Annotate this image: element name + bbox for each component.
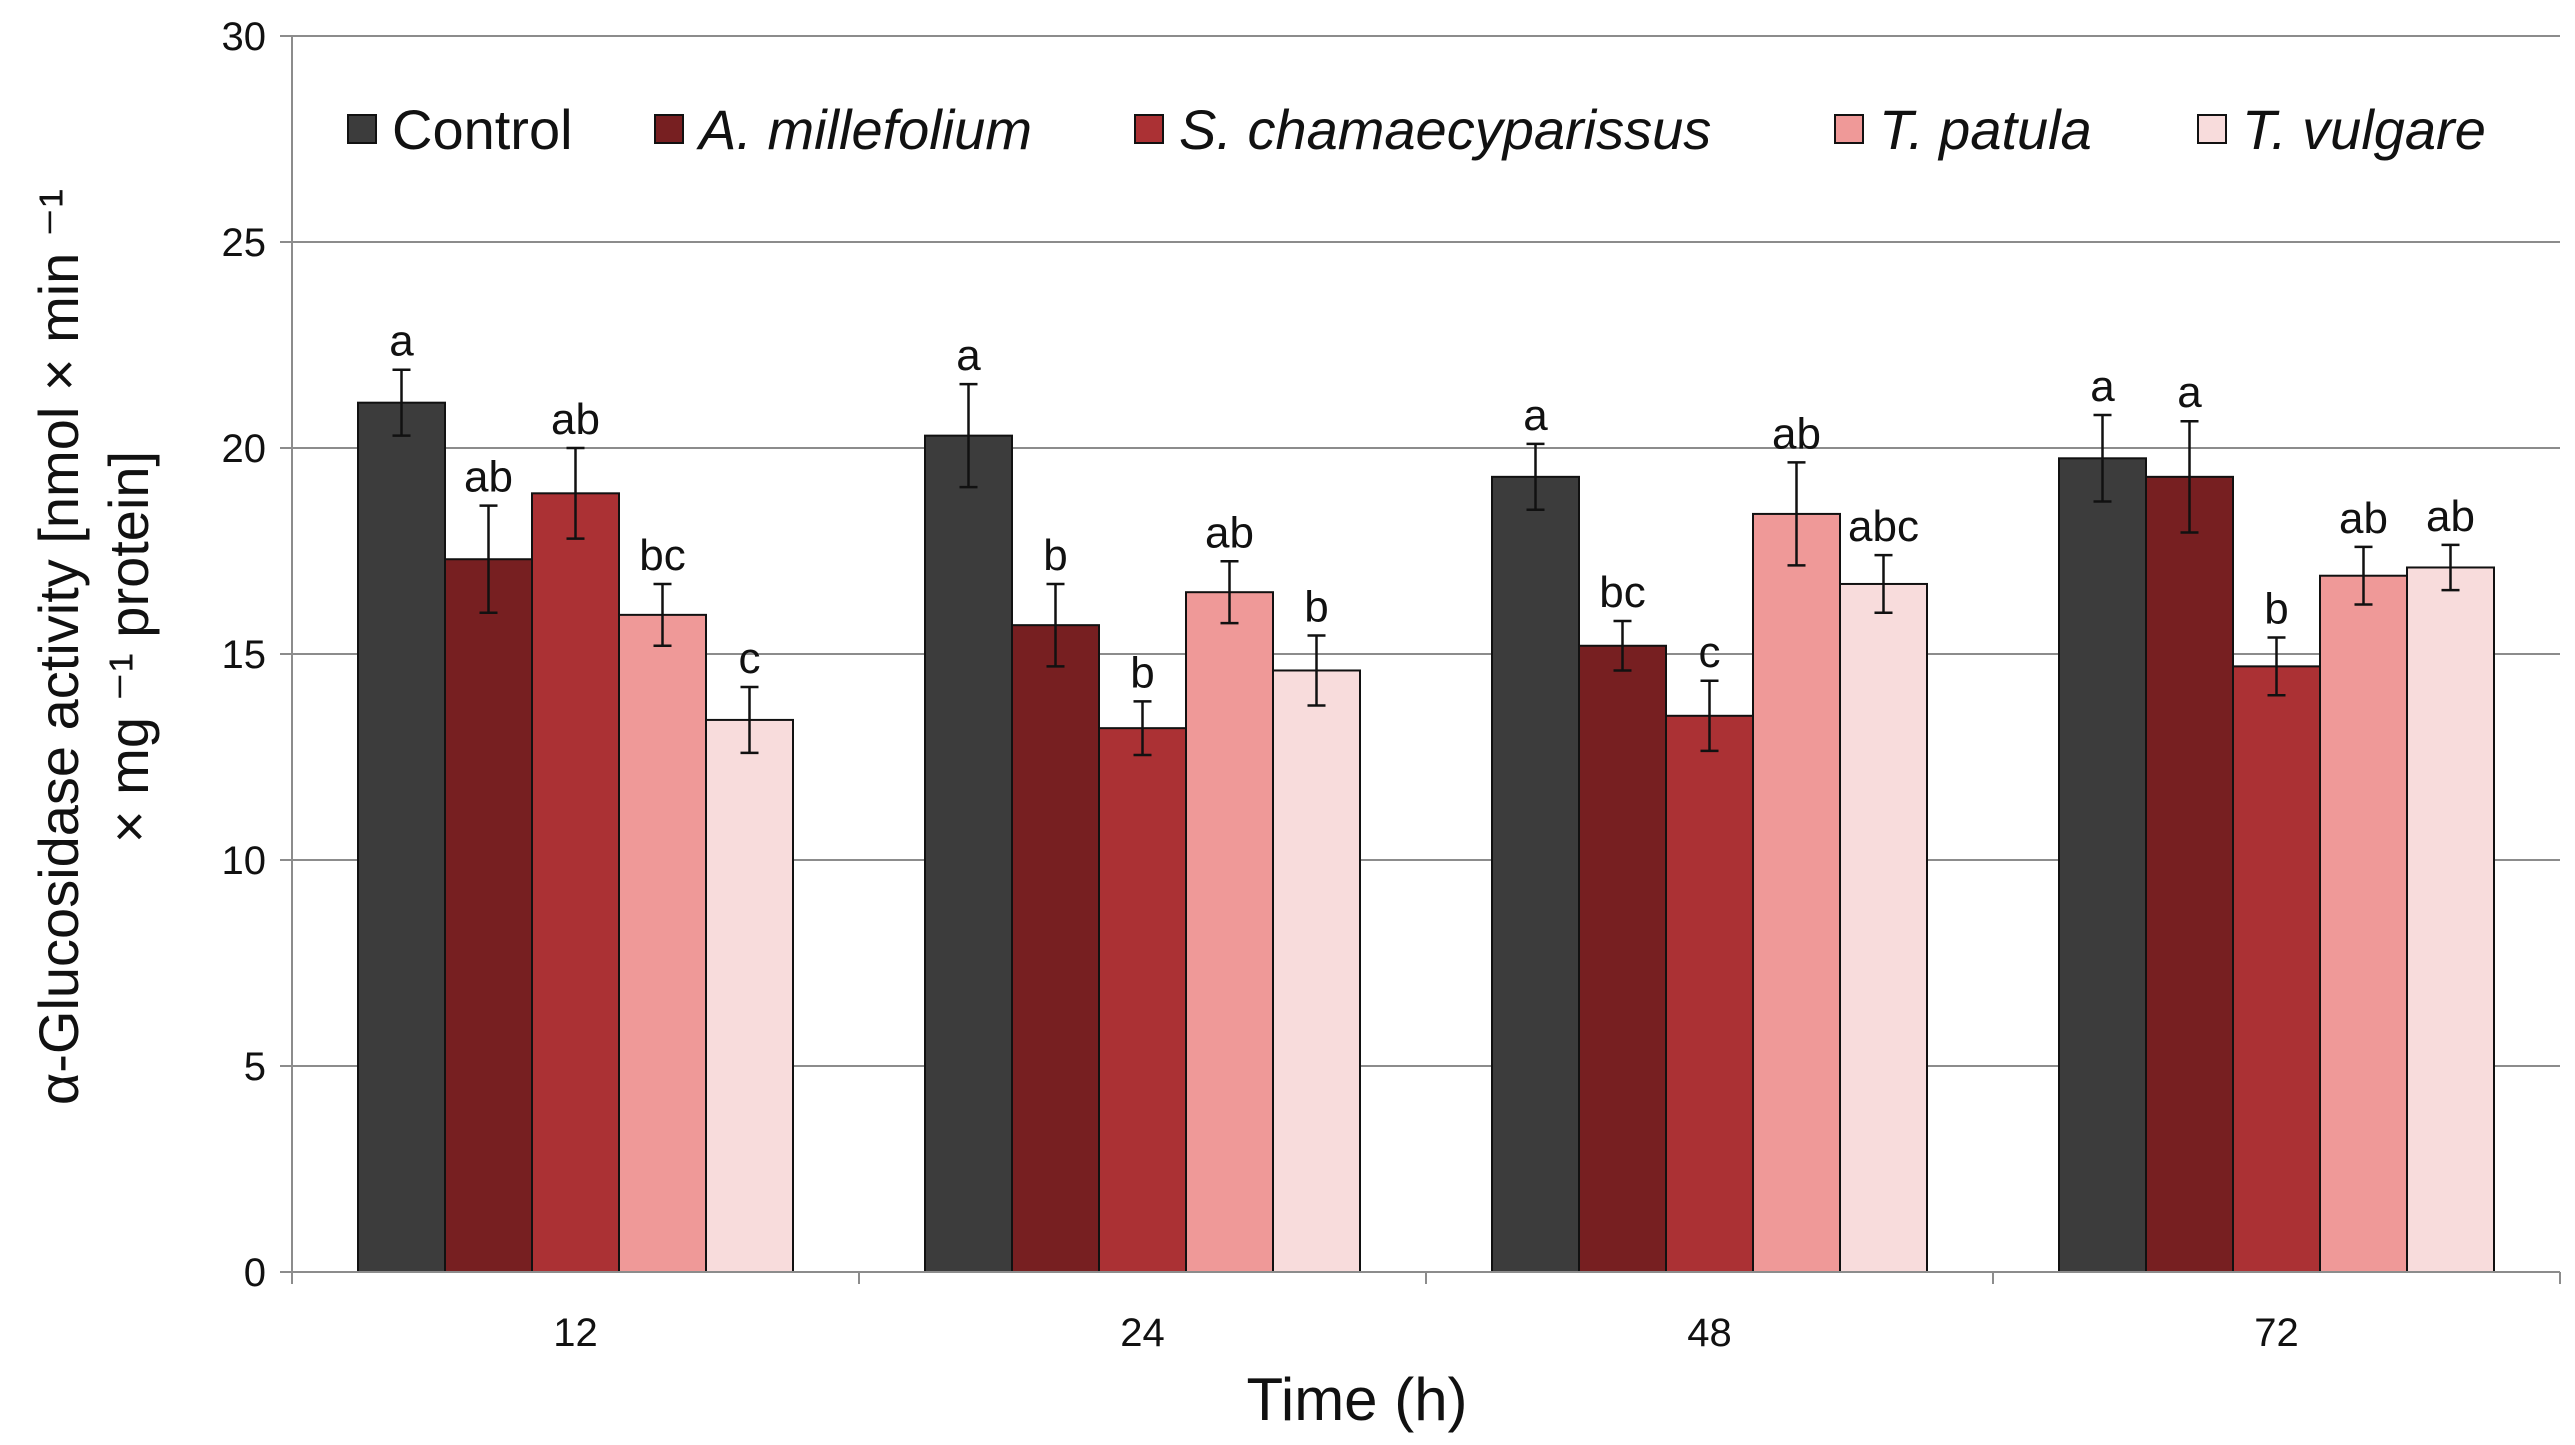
- legend-swatch-2: [1134, 114, 1164, 144]
- significance-label-3-0: bc: [639, 531, 685, 580]
- significance-label-1-0: ab: [464, 453, 513, 502]
- bar-a-millefolium-24: [1011, 624, 1100, 1273]
- bar-s-chamaecyparissus-48: [1665, 714, 1754, 1273]
- y-axis-title-line-2: × mg ⁻¹ protein]: [97, 451, 160, 843]
- bar-t-patula-72: [2319, 574, 2408, 1273]
- bar-control-12: [357, 401, 446, 1273]
- bar-t-vulgare-12: [705, 718, 794, 1273]
- x-axis-title: Time (h): [1246, 1366, 1467, 1433]
- y-tick-label-5: 5: [244, 1045, 266, 1089]
- bar-control-48: [1491, 475, 1580, 1273]
- significance-label-2-2: c: [1699, 628, 1721, 677]
- legend-label-0: Control: [392, 98, 573, 161]
- significance-label-1-2: bc: [1599, 568, 1645, 617]
- bars: [357, 368, 2495, 1273]
- bar-s-chamaecyparissus-24: [1098, 727, 1187, 1273]
- bar-t-patula-24: [1185, 591, 1274, 1273]
- labels: Time (h) α-Glucosidase activity [nmol × …: [27, 189, 2475, 1433]
- bar-t-vulgare-72: [2406, 566, 2495, 1273]
- legend-swatch-4: [2197, 114, 2227, 144]
- y-tick-label-20: 20: [222, 427, 267, 471]
- legend-swatch-0: [347, 114, 377, 144]
- y-tick-label-30: 30: [222, 15, 267, 59]
- significance-label-1-1: b: [1043, 531, 1067, 580]
- bar-t-patula-12: [618, 613, 707, 1273]
- significance-label-3-1: ab: [1205, 508, 1254, 557]
- y-axis-title-line-1: α-Glucosidase activity [nmol × min ⁻¹: [27, 189, 90, 1105]
- legend-swatch-3: [1834, 114, 1864, 144]
- bar-control-72: [2058, 457, 2147, 1273]
- significance-label-0-3: a: [2090, 362, 2115, 411]
- legend-label-1: A. millefolium: [696, 98, 1032, 161]
- significance-label-0-0: a: [389, 317, 414, 366]
- legend-swatch-1: [654, 114, 684, 144]
- y-tick-label-10: 10: [222, 839, 267, 883]
- legend: Control A. millefolium S. chamaecyparissus…: [347, 98, 2486, 161]
- bar-a-millefolium-12: [444, 558, 533, 1273]
- x-tick-label-12: 12: [553, 1311, 598, 1355]
- y-tick-label-25: 25: [222, 221, 267, 265]
- x-tick-label-48: 48: [1687, 1311, 1732, 1355]
- significance-label-2-1: b: [1130, 648, 1154, 697]
- bar-t-patula-48: [1752, 512, 1841, 1273]
- significance-label-1-3: a: [2177, 368, 2202, 417]
- significance-label-3-2: ab: [1772, 409, 1821, 458]
- y-tick-label-15: 15: [222, 633, 267, 677]
- significance-label-0-1: a: [956, 331, 981, 380]
- x-tick-label-24: 24: [1120, 1311, 1165, 1355]
- significance-label-4-3: ab: [2426, 492, 2475, 541]
- significance-label-2-3: b: [2264, 585, 2288, 634]
- x-tick-label-72: 72: [2254, 1311, 2299, 1355]
- legend-label-4: T. vulgare: [2242, 98, 2486, 161]
- y-tick-label-0: 0: [244, 1251, 266, 1295]
- bar-s-chamaecyparissus-72: [2232, 665, 2321, 1273]
- bar-s-chamaecyparissus-12: [531, 492, 620, 1273]
- legend-label-2: S. chamaecyparissus: [1179, 98, 1711, 161]
- legend-label-3: T. patula: [1879, 98, 2092, 161]
- significance-label-0-2: a: [1523, 391, 1548, 440]
- bar-control-24: [924, 434, 1013, 1273]
- bar-a-millefolium-48: [1578, 644, 1667, 1273]
- significance-label-2-0: ab: [551, 395, 600, 444]
- significance-label-4-2: abc: [1848, 502, 1919, 551]
- bar-t-vulgare-48: [1839, 582, 1928, 1273]
- axes: 0 5 10 15 20 25 30 12 24 48 72: [222, 15, 2561, 1355]
- significance-label-4-1: b: [1304, 582, 1328, 631]
- bar-a-millefolium-72: [2145, 475, 2234, 1273]
- significance-label-4-0: c: [739, 634, 761, 683]
- significance-label-3-3: ab: [2339, 494, 2388, 543]
- bar-t-vulgare-24: [1272, 669, 1361, 1273]
